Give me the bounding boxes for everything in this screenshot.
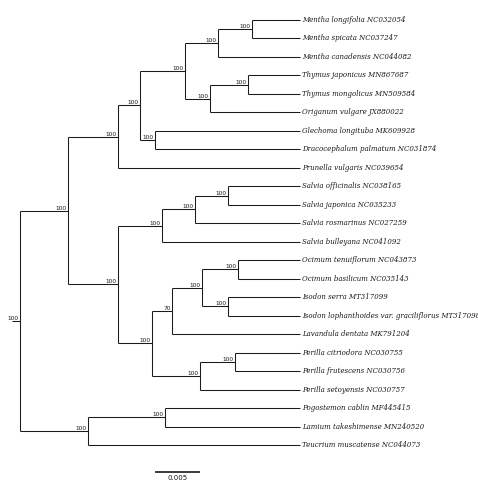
Text: Perilla setoyensis NC030757: Perilla setoyensis NC030757 [302,386,405,394]
Text: Lavandula dentata MK791204: Lavandula dentata MK791204 [302,330,410,338]
Text: Thymus japonicus MN867687: Thymus japonicus MN867687 [302,72,408,80]
Text: 70: 70 [163,306,171,311]
Text: Salvia rosmarinus NC027259: Salvia rosmarinus NC027259 [302,220,407,228]
Text: 100: 100 [173,66,184,71]
Text: Pogostemon cablin MF445415: Pogostemon cablin MF445415 [302,404,411,412]
Text: 100: 100 [236,80,247,84]
Text: Dracocephalum palmatum NC031874: Dracocephalum palmatum NC031874 [302,146,436,154]
Text: Perilla citriodora NC030755: Perilla citriodora NC030755 [302,348,403,356]
Text: Isodon lophanthoides var. graciliflorus MT317098: Isodon lophanthoides var. graciliflorus … [302,312,478,320]
Text: Salvia officinalis NC038165: Salvia officinalis NC038165 [302,182,401,190]
Text: 100: 100 [216,302,227,306]
Text: 100: 100 [206,38,217,43]
Text: Perilla frutescens NC030756: Perilla frutescens NC030756 [302,367,405,375]
Text: Mentha spicata NC037247: Mentha spicata NC037247 [302,34,398,42]
Text: 100: 100 [188,370,199,376]
Text: 100: 100 [106,280,117,284]
Text: Isodon serra MT317099: Isodon serra MT317099 [302,293,388,301]
Text: 100: 100 [198,94,209,98]
Text: 100: 100 [128,100,139,105]
Text: 100: 100 [140,338,151,344]
Text: 100: 100 [223,357,234,362]
Text: Origanum vulgare JX880022: Origanum vulgare JX880022 [302,108,404,116]
Text: 100: 100 [190,283,201,288]
Text: Teucrium muscatense NC044073: Teucrium muscatense NC044073 [302,441,420,449]
Text: 100: 100 [150,220,161,226]
Text: Glechoma longituba MK609928: Glechoma longituba MK609928 [302,127,415,135]
Text: 100: 100 [76,426,87,431]
Text: Ocimum basilicum NC035143: Ocimum basilicum NC035143 [302,274,409,282]
Text: 100: 100 [240,24,251,29]
Text: 100: 100 [143,135,154,140]
Text: Mentha longifolia NC032054: Mentha longifolia NC032054 [302,16,405,24]
Text: Thymus mongolicus MN509584: Thymus mongolicus MN509584 [302,90,415,98]
Text: Mentha canadensis NC044082: Mentha canadensis NC044082 [302,53,412,61]
Text: Salvia japonica NC035233: Salvia japonica NC035233 [302,201,396,209]
Text: 100: 100 [226,264,237,270]
Text: 100: 100 [183,204,194,210]
Text: 0.005: 0.005 [167,475,187,481]
Text: 100: 100 [216,190,227,196]
Text: Salvia bulleyana NC041092: Salvia bulleyana NC041092 [302,238,401,246]
Text: 100: 100 [106,132,117,136]
Text: Ocimum tenuiflorum NC043873: Ocimum tenuiflorum NC043873 [302,256,416,264]
Text: 100: 100 [8,316,19,321]
Text: Prunella vulgaris NC039654: Prunella vulgaris NC039654 [302,164,403,172]
Text: 100: 100 [56,206,67,210]
Text: Lamium takeshimense MN240520: Lamium takeshimense MN240520 [302,422,424,430]
Text: 100: 100 [153,412,164,418]
